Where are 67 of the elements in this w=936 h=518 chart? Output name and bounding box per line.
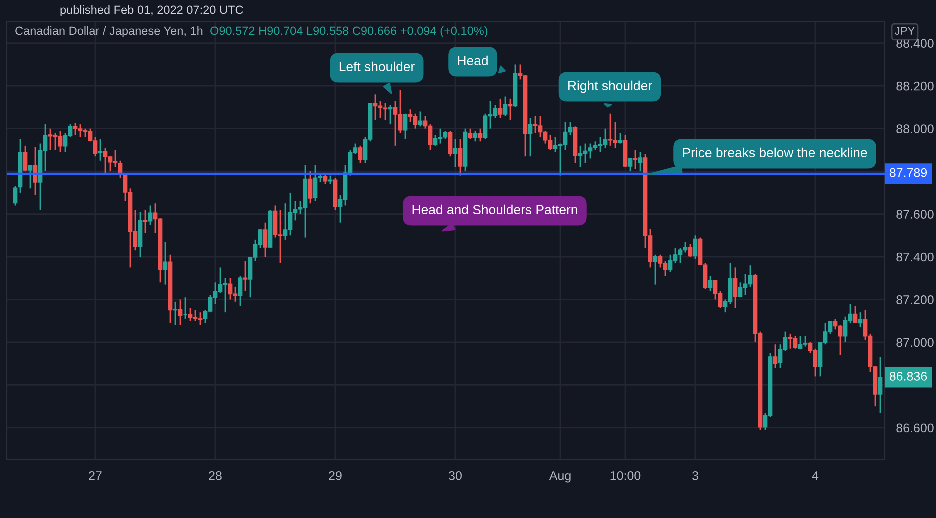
text: published Feb 01, 2022 07:20 UTC (60, 6, 244, 16)
candlestick (243, 260, 248, 292)
text: 86.836 (890, 372, 928, 381)
candlestick (503, 96, 508, 117)
candlestick (403, 113, 408, 140)
candlestick (143, 209, 148, 234)
candlestick (323, 173, 328, 186)
candlestick (853, 305, 858, 324)
candlestick (238, 276, 243, 307)
x-tick-label: Aug (549, 472, 571, 483)
annotation: Price breaks below the neckline (683, 148, 868, 158)
x-tick-label: 4 (812, 472, 819, 480)
candlestick (473, 130, 478, 142)
candlestick (453, 138, 458, 168)
candlestick (13, 186, 18, 206)
x-tick-label: 10:00 (610, 471, 641, 480)
y-tick-label: 87.000 (896, 338, 934, 348)
candlestick (163, 241, 168, 286)
annotation: Left shoulder (340, 62, 415, 72)
candlestick (633, 150, 638, 170)
candlestick (878, 356, 883, 414)
ref-line-label: 87.789 (890, 168, 928, 178)
candlestick (448, 130, 453, 158)
y-tick-label: 86.600 (896, 424, 934, 433)
candlestick (173, 301, 178, 326)
annotation: Head (458, 56, 488, 66)
candlestick (23, 145, 28, 172)
candlestick (468, 128, 473, 140)
candlestick (638, 152, 643, 172)
candlestick (528, 117, 533, 158)
candlestick (178, 299, 183, 326)
candlestick (653, 254, 658, 286)
candlestick (733, 267, 738, 309)
x-tick-label: 29 (329, 471, 342, 480)
candlestick (773, 344, 778, 369)
candlestick (478, 128, 483, 142)
x-tick-label: 3 (692, 471, 698, 480)
candlestick (508, 98, 513, 121)
candlestick (308, 170, 313, 204)
candlestick (708, 276, 713, 292)
x-tick-label: 28 (209, 471, 222, 480)
y-tick-label: 88.200 (896, 82, 934, 91)
candlestick (148, 205, 153, 226)
candlestick (498, 98, 503, 119)
chart-subtitle: O90.572 H90.704 L90.558 C90.666 +0.094 (+0.10%) (210, 26, 488, 38)
y-tick-label: 87.200 (896, 296, 934, 304)
candlestick (693, 234, 698, 260)
candlestick (263, 222, 268, 258)
candlestick (358, 145, 363, 164)
candlestick (98, 138, 103, 162)
candlestick (418, 111, 423, 128)
candlestick (628, 158, 633, 172)
x-tick-label: 30 (449, 471, 462, 480)
candlestick (28, 164, 33, 190)
annotation: Right shoulder (568, 80, 652, 94)
chart-title: Canadian Dollar / Japanese Yen, 1h (16, 26, 203, 38)
annotation: Head and Shoulders Pattern (412, 204, 578, 215)
candlestick (388, 104, 393, 126)
candlestick (858, 312, 863, 328)
y-axis-title: JPY (894, 27, 915, 35)
x-tick-label: 27 (89, 471, 102, 480)
y-tick-label: 87.400 (896, 252, 934, 262)
y-tick-label: 88.000 (896, 124, 934, 134)
candlestick (688, 244, 693, 258)
y-tick-label: 87.600 (896, 210, 934, 219)
candlestick (458, 138, 463, 177)
candlestick (618, 132, 623, 144)
